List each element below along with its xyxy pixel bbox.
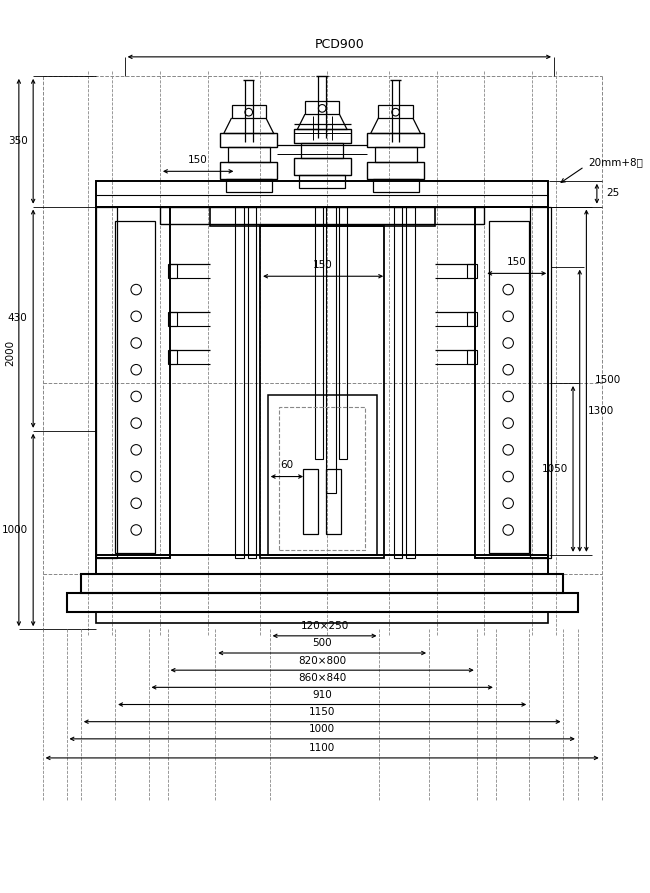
Bar [326, 206, 337, 493]
Text: 150: 150 [507, 257, 526, 267]
Text: 1300: 1300 [588, 405, 614, 416]
Bar [367, 133, 424, 146]
Text: PCD900: PCD900 [315, 38, 364, 51]
Text: 20mm+8개: 20mm+8개 [588, 157, 643, 167]
Bar [467, 312, 476, 326]
Bar [378, 104, 413, 118]
Bar [299, 175, 345, 188]
Bar [305, 101, 339, 114]
Bar [301, 143, 343, 158]
Bar [474, 206, 548, 557]
Bar [394, 206, 402, 557]
Bar [326, 469, 341, 534]
Text: 150: 150 [313, 260, 333, 270]
Text: 1500: 1500 [595, 375, 621, 385]
Bar [303, 469, 318, 534]
Bar [168, 350, 177, 364]
Text: 500: 500 [313, 638, 332, 648]
Text: 820×800: 820×800 [298, 655, 346, 665]
Bar [168, 263, 177, 278]
Text: 350: 350 [8, 136, 27, 146]
Bar [372, 179, 419, 192]
Bar [209, 206, 435, 226]
Bar [227, 146, 270, 162]
Bar [280, 407, 365, 550]
Text: 1100: 1100 [309, 743, 335, 754]
Bar [315, 206, 323, 459]
Bar [489, 221, 529, 553]
Text: 1000: 1000 [309, 724, 335, 734]
Bar [374, 146, 417, 162]
Text: 1150: 1150 [309, 707, 335, 717]
Bar [339, 206, 347, 459]
Text: 430: 430 [8, 313, 27, 323]
Bar [96, 181, 548, 206]
Bar [115, 221, 155, 553]
Text: 860×840: 860×840 [298, 672, 346, 683]
Bar [96, 206, 117, 557]
Text: 25: 25 [606, 188, 619, 198]
Bar [235, 206, 244, 557]
Text: 150: 150 [188, 154, 208, 165]
Bar [160, 206, 484, 224]
Bar [294, 158, 351, 175]
Bar [220, 162, 278, 179]
Text: 910: 910 [312, 690, 332, 700]
Text: 1000: 1000 [1, 525, 27, 535]
Bar [406, 206, 415, 557]
Bar [226, 179, 272, 192]
Bar [530, 206, 551, 557]
Bar [367, 162, 424, 179]
Bar [248, 206, 256, 557]
Bar [294, 129, 351, 143]
Bar [467, 263, 476, 278]
Bar [96, 612, 548, 623]
Bar [168, 312, 177, 326]
Bar [260, 226, 384, 557]
Bar [231, 104, 266, 118]
Bar [66, 593, 578, 612]
Bar [268, 395, 376, 555]
Bar [81, 574, 564, 593]
Bar [96, 206, 170, 557]
Bar [220, 133, 278, 146]
Text: 2000: 2000 [5, 339, 15, 365]
Text: 120×250: 120×250 [300, 622, 348, 631]
Bar [467, 350, 476, 364]
Bar [96, 555, 548, 574]
Text: 60: 60 [280, 460, 293, 470]
Text: 1050: 1050 [542, 464, 568, 474]
